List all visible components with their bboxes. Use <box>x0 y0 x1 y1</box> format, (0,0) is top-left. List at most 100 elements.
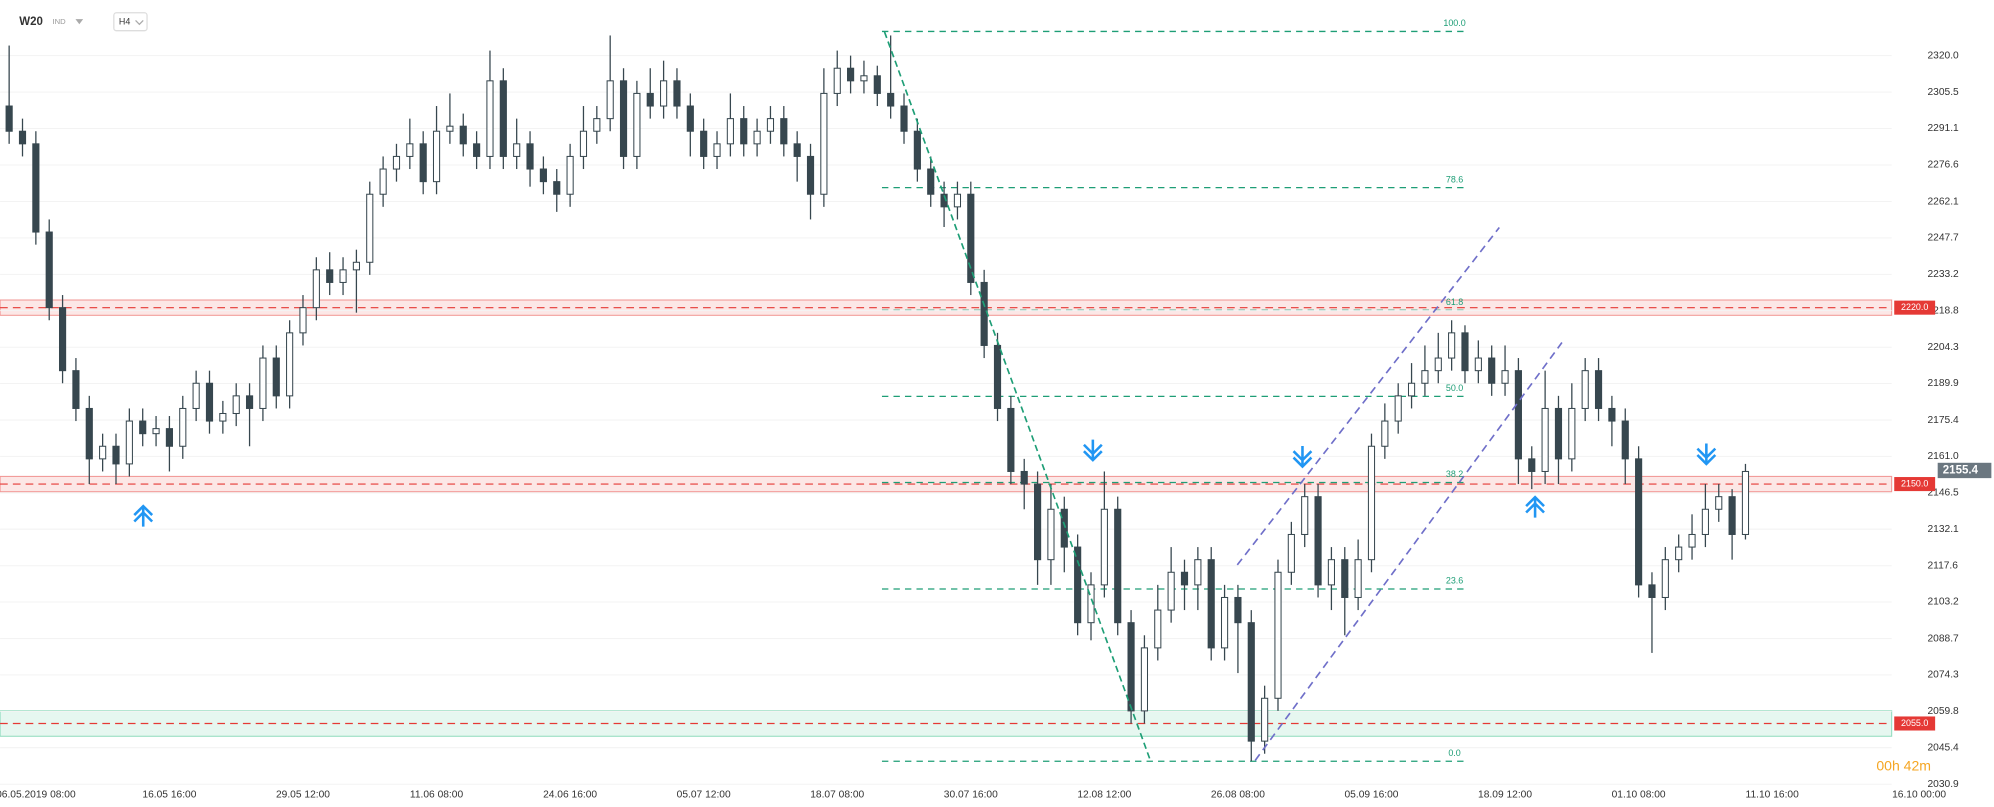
arrows <box>133 439 1717 527</box>
candle-body <box>660 80 668 107</box>
x-tick-label: 16.05 16:00 <box>142 790 196 801</box>
candle-body <box>940 193 948 208</box>
candle-body <box>1140 647 1149 712</box>
candle-body <box>1301 496 1309 535</box>
candle-body <box>593 118 601 132</box>
candle-body <box>1514 370 1522 460</box>
candle-body <box>1568 407 1576 460</box>
candle-body <box>1728 496 1736 535</box>
candle-body <box>526 143 534 170</box>
candle-body <box>1554 407 1563 460</box>
candle-body <box>18 130 27 145</box>
arrow-down <box>1083 439 1103 462</box>
candle-body <box>1501 370 1509 384</box>
trend-line <box>883 31 1152 761</box>
candle-body <box>913 130 921 170</box>
candle-body <box>633 92 641 157</box>
candle-body <box>1688 533 1696 548</box>
interval-box[interactable] <box>113 12 148 32</box>
candle-body <box>125 420 133 465</box>
candle-body <box>1701 508 1709 535</box>
candle-body <box>32 143 40 233</box>
arrow-up <box>133 504 154 527</box>
candle-body <box>539 168 547 183</box>
arrow-down <box>1292 446 1313 469</box>
x-tick-label: 30.07 16:00 <box>944 790 998 801</box>
candle-body <box>1648 584 1656 598</box>
candle-body <box>1261 697 1269 742</box>
y-tick-label: 2088.7 <box>1927 633 1959 644</box>
candle-body <box>993 344 1002 409</box>
candle-body <box>513 143 521 157</box>
symbol: W20 <box>19 16 43 28</box>
candle-body <box>1274 571 1282 699</box>
x-tick-label: 11.10 16:00 <box>1746 790 1800 801</box>
candle-body <box>45 231 53 309</box>
interval: H4 <box>119 17 130 27</box>
candle-body <box>1207 559 1215 649</box>
x-tick-label: 01.10 08:00 <box>1612 790 1666 801</box>
candle-body <box>1635 458 1643 586</box>
candle-body <box>312 269 320 309</box>
candle-body <box>1367 445 1376 561</box>
level-tag <box>1894 477 1936 492</box>
market: IND <box>52 17 66 26</box>
candle-body <box>1474 357 1482 372</box>
level-tag <box>1894 300 1936 315</box>
candle-body <box>179 407 187 447</box>
y-tick-label: 2059.8 <box>1927 706 1959 717</box>
y-tick-label: 2276.6 <box>1927 160 1959 171</box>
dropdown-icon[interactable] <box>75 19 84 25</box>
candle-body <box>1541 407 1549 472</box>
x-tick-label: 18.07 08:00 <box>810 790 864 801</box>
candle-body <box>1194 559 1202 586</box>
candle-body <box>1448 332 1456 359</box>
candle-body <box>473 143 481 157</box>
candle-body <box>392 155 401 170</box>
candle-body <box>686 105 694 132</box>
candle-body <box>1421 370 1429 384</box>
x-tick-label: 26.08 08:00 <box>1211 790 1265 801</box>
candle-body <box>566 155 574 195</box>
y-tick-label: 2247.7 <box>1927 233 1959 244</box>
candle-body <box>1234 596 1242 624</box>
candle-body <box>873 75 881 94</box>
candle-body <box>726 118 734 145</box>
candle-body <box>1608 407 1616 422</box>
candle-body <box>1100 508 1108 586</box>
y-tick-label: 2320.0 <box>1927 50 1959 61</box>
candle-body <box>1220 596 1229 649</box>
candle-body <box>753 130 761 145</box>
candle-body <box>1047 508 1055 561</box>
candle-body <box>286 332 294 397</box>
candle-body <box>326 269 334 283</box>
x-tick-label: 05.07 12:00 <box>677 790 731 801</box>
x-tick-label: 11.06 08:00 <box>410 790 464 801</box>
candle-body <box>1594 370 1603 409</box>
candle-body <box>499 80 507 157</box>
candle-body <box>1715 496 1723 510</box>
candles <box>5 35 1750 762</box>
interval-caret <box>135 19 144 26</box>
candle-body <box>1327 559 1335 586</box>
fib-label: 23.6 <box>1446 576 1463 586</box>
candle-body <box>1488 357 1496 384</box>
arrow-down <box>1696 443 1717 466</box>
candle-body <box>99 445 107 460</box>
x-tick-label: 06.05.2019 08:00 <box>0 790 76 801</box>
candle-body <box>673 80 681 107</box>
candle-body <box>1675 546 1683 561</box>
candle-body <box>860 75 868 82</box>
y-tick-label: 2189.9 <box>1927 378 1959 389</box>
candle-body <box>833 67 841 94</box>
grid <box>0 55 1892 785</box>
level-label: 2150.0 <box>1901 478 1928 488</box>
candle-body <box>58 307 67 372</box>
candle-body <box>1528 458 1536 472</box>
fib-label: 100.0 <box>1443 18 1465 28</box>
candle-body <box>259 357 267 409</box>
level-tag <box>1894 716 1936 731</box>
candle-body <box>1394 395 1402 422</box>
